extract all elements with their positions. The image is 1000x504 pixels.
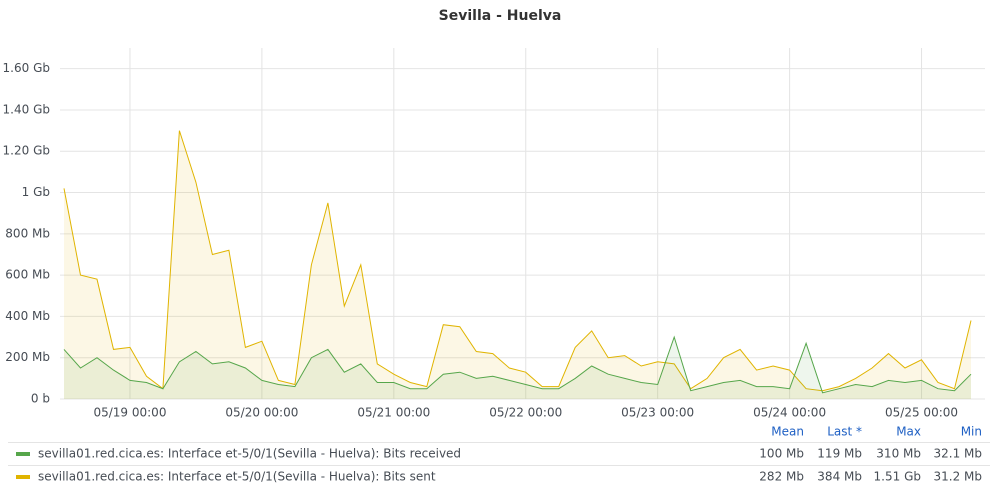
legend-column-header: Max <box>896 425 921 439</box>
legend-stat: 1.51 Gb <box>874 470 921 484</box>
x-tick-label: 05/24 00:00 <box>753 406 826 420</box>
legend-label: sevilla01.red.cica.es: Interface et-5/0/… <box>38 470 436 484</box>
legend-stat: 32.1 Mb <box>933 447 982 461</box>
x-tick-label: 05/21 00:00 <box>357 406 430 420</box>
x-tick-label: 05/25 00:00 <box>885 406 958 420</box>
legend-column-header: Last * <box>827 425 862 439</box>
series-line <box>63 130 972 392</box>
legend-label: sevilla01.red.cica.es: Interface et-5/0/… <box>38 447 461 461</box>
chart-title: Sevilla - Huelva <box>439 8 562 24</box>
y-tick-label: 600 Mb <box>5 268 50 282</box>
y-tick-label: 1 Gb <box>22 185 50 199</box>
y-tick-label: 800 Mb <box>5 226 50 240</box>
x-tick-label: 05/22 00:00 <box>489 406 562 420</box>
y-tick-label: 0 b <box>31 392 50 406</box>
series-line <box>63 335 972 394</box>
series-area <box>64 130 971 399</box>
legend-stat: 100 Mb <box>759 447 804 461</box>
legend-stat: 310 Mb <box>876 447 921 461</box>
legend-stat: 282 Mb <box>759 470 804 484</box>
legend-column-header: Mean <box>771 425 804 439</box>
legend-swatch <box>16 452 30 456</box>
y-tick-label: 200 Mb <box>5 350 50 364</box>
legend-stat: 31.2 Mb <box>933 470 982 484</box>
x-tick-label: 05/23 00:00 <box>621 406 694 420</box>
y-tick-label: 400 Mb <box>5 309 50 323</box>
legend-stat: 384 Mb <box>817 470 862 484</box>
y-tick-label: 1.20 Gb <box>3 144 50 158</box>
y-tick-label: 1.40 Gb <box>3 102 50 116</box>
x-tick-label: 05/20 00:00 <box>225 406 298 420</box>
legend-column-header: Min <box>961 425 982 439</box>
legend-stat: 119 Mb <box>817 447 862 461</box>
series-area <box>64 337 971 399</box>
y-tick-label: 1.60 Gb <box>3 61 50 75</box>
x-tick-label: 05/19 00:00 <box>93 406 166 420</box>
legend-swatch <box>16 475 30 479</box>
